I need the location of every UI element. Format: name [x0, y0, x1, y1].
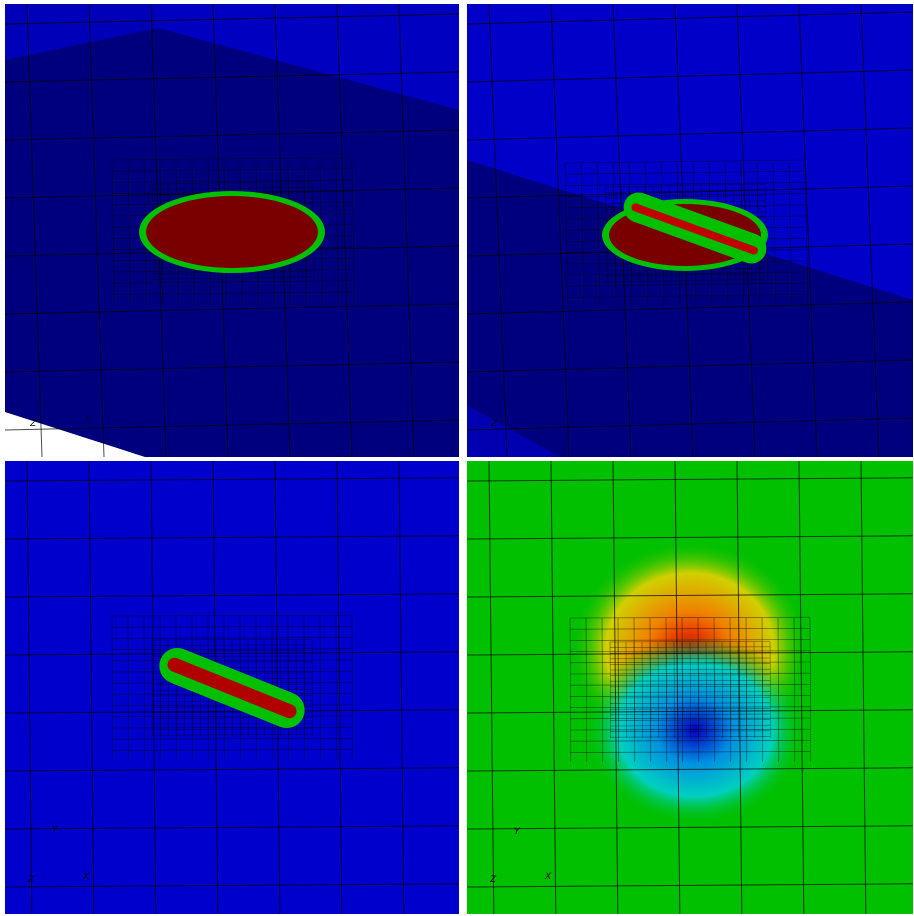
- axis-label: Z: [29, 419, 37, 429]
- axis-label: Z: [490, 419, 498, 429]
- panel-field-view: [427, 461, 914, 914]
- axis-label: X: [83, 415, 91, 425]
- figure: Z X Z Y Z X Y Z X: [0, 0, 914, 916]
- mesh-line: [461, 461, 466, 914]
- panel-side-view: [0, 461, 466, 914]
- axis-label: Z: [489, 875, 497, 885]
- panel-floor-view: [0, 4, 476, 457]
- axis-label: Z: [27, 875, 35, 885]
- panel-oblique-view: [427, 4, 914, 457]
- axis-label: X: [82, 872, 90, 882]
- axis-label: X: [544, 872, 552, 882]
